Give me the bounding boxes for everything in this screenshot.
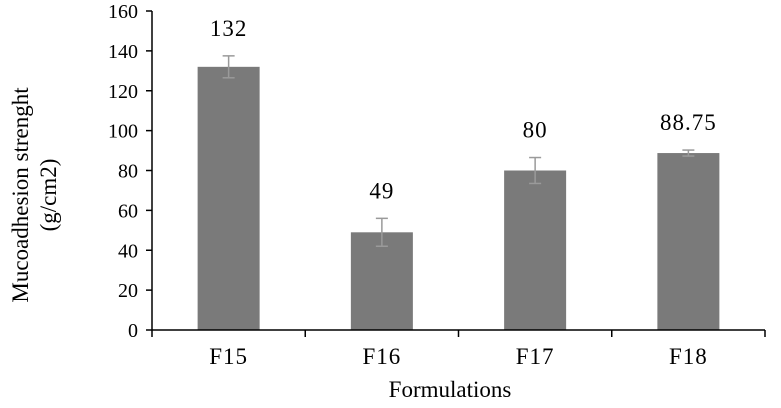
y-tick-label: 0: [128, 320, 138, 342]
y-tick-label: 40: [118, 240, 138, 262]
error-bars: [222, 55, 695, 248]
bar-f17: [504, 170, 567, 330]
x-tick-label-f16: F16: [362, 344, 401, 369]
x-axis-title: Formulations: [389, 377, 512, 402]
y-tick-label: 60: [118, 200, 138, 222]
bar-f16: [350, 232, 413, 330]
y-tick-label: 20: [118, 280, 138, 302]
data-labels: 132 49 80 88.75: [210, 16, 717, 203]
x-tick-label-f15: F15: [209, 344, 248, 369]
y-axis-ticks: 0 20 40 60 80 100 120 140 160: [108, 1, 152, 342]
data-label-f18: 88.75: [660, 110, 717, 135]
y-tick-label: 140: [108, 41, 138, 63]
y-axis-title-line-1: Mucoadhesion strenght: [8, 87, 33, 303]
y-tick-label: 160: [108, 1, 138, 23]
data-label-f16: 49: [369, 178, 394, 203]
data-label-f15: 132: [210, 16, 248, 41]
y-axis-title: Mucoadhesion strenght (g/cm2): [8, 87, 61, 303]
data-label-f17: 80: [523, 118, 548, 143]
x-tick-label-f18: F18: [669, 344, 708, 369]
bars: [197, 66, 720, 330]
bar-f18: [657, 153, 720, 330]
y-tick-label: 120: [108, 81, 138, 103]
y-tick-label: 80: [118, 161, 138, 183]
bar-f15: [197, 66, 260, 330]
x-tick-label-f17: F17: [516, 344, 555, 369]
y-axis-title-line-2: (g/cm2): [36, 159, 61, 232]
y-tick-label: 100: [108, 121, 138, 143]
x-axis-ticks: F15 F16 F17 F18: [151, 330, 766, 369]
